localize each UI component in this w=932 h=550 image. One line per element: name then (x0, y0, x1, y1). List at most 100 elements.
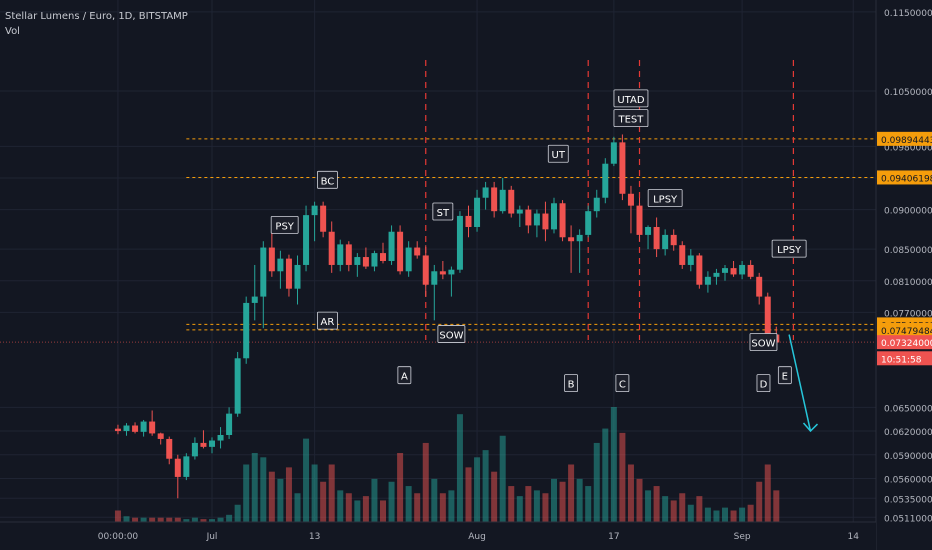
annotation-b: B (564, 374, 578, 392)
candle-body (687, 255, 694, 265)
volume-bar (362, 496, 369, 522)
candle-body (217, 435, 224, 441)
volume-bar (149, 517, 156, 522)
volume-bar (559, 481, 566, 522)
volume-bar (405, 486, 412, 522)
volume-bar (474, 457, 481, 522)
annotation-box (317, 170, 338, 189)
candle-body (764, 296, 771, 335)
annotation-text: SOW (751, 338, 775, 349)
candle-body (448, 269, 455, 275)
candle-body (234, 358, 241, 414)
candle-body (645, 226, 652, 235)
candle-body (362, 257, 369, 267)
volume-bar (739, 507, 746, 522)
annotation-e: E (777, 366, 792, 385)
annotation-text: D (760, 380, 768, 391)
candle-body (251, 296, 258, 303)
candle-body (140, 421, 147, 432)
volume-bar (756, 481, 763, 522)
volume-bar (593, 442, 600, 522)
candle-body (337, 244, 344, 265)
indicator-label[interactable]: Vol (5, 26, 20, 37)
volume-bar (653, 486, 660, 522)
volume-bar (696, 496, 703, 522)
annotation-box (777, 366, 792, 385)
price-axis[interactable]: 0.115000000.105000000.098000000.09400000… (875, 0, 932, 550)
volume-bar (704, 507, 711, 522)
volume-bar (619, 432, 626, 522)
annotation-text: C (619, 380, 626, 391)
volume-bar (174, 517, 181, 522)
price-tag (877, 170, 932, 185)
candle-body (209, 440, 215, 447)
candle-body (627, 193, 634, 206)
candle-body (568, 237, 575, 242)
volume-bar (610, 407, 617, 522)
volume-bar (551, 478, 557, 522)
candle-body (662, 234, 669, 250)
candle-body (747, 264, 754, 277)
candle-body (157, 433, 164, 439)
arrow-shaft (788, 334, 812, 432)
arrow-head (802, 422, 819, 433)
volume-bar (670, 500, 677, 522)
candle-body (388, 231, 395, 261)
volume-bar (243, 464, 250, 522)
annotation-ar: AR (317, 311, 338, 330)
candle-body (226, 413, 233, 435)
volume-bar (200, 519, 207, 522)
annotation-bc: BC (317, 170, 338, 189)
annotation-test: TEST (613, 109, 649, 128)
time-tick-label: Sep (734, 532, 751, 542)
price-tag (877, 351, 932, 366)
annotation-d: D (756, 374, 771, 392)
annotation-box (613, 109, 649, 128)
volume-bar (422, 442, 429, 522)
annotation-box (317, 311, 338, 330)
volume-bar (183, 519, 190, 522)
volume-bar (576, 478, 583, 522)
price-tag-label: 0.09894443 (881, 136, 932, 146)
annotation-sow: SOW (437, 325, 466, 343)
symbol-title: Stellar Lumens / Euro, 1D, BITSTAMP (5, 11, 188, 22)
annotation-sow: SOW (749, 333, 778, 351)
price-tag (877, 322, 932, 337)
annotation-text: UT (552, 150, 566, 161)
candle-body (303, 215, 310, 265)
candle-body (123, 425, 130, 432)
annotation-text: TEST (618, 115, 645, 126)
volume-bar (585, 486, 592, 522)
candle-body (200, 442, 207, 447)
annotation-box (564, 374, 578, 392)
candle-body (730, 268, 737, 275)
annotation-ut: UT (547, 144, 569, 163)
candle-body (149, 421, 156, 434)
annotation-lpsy: LPSY (771, 239, 807, 258)
volume-bars (114, 407, 780, 522)
candle-body (268, 247, 275, 272)
time-axis-bg (0, 522, 876, 550)
candle-body (397, 231, 404, 272)
volume-bar (371, 478, 378, 522)
candle-body (653, 226, 660, 250)
volume-bar (533, 490, 540, 522)
candle-body (533, 213, 540, 226)
volume-bar (636, 478, 643, 522)
volume-bar (645, 490, 652, 522)
candle-body (328, 231, 335, 265)
candle-body (166, 438, 173, 459)
volume-bar (397, 453, 404, 522)
volume-bar (525, 486, 532, 522)
volume-bar (456, 414, 463, 522)
volume-bar (764, 464, 771, 522)
annotation-box (547, 144, 569, 163)
candle-body (516, 209, 523, 214)
candle-body (294, 264, 301, 289)
time-axis[interactable]: 00:00:00Jul13Aug17Sep14Oct19Nov16 (0, 521, 932, 550)
price-tag-label: 0.07324000 (881, 339, 932, 349)
volume-bar (268, 471, 275, 522)
